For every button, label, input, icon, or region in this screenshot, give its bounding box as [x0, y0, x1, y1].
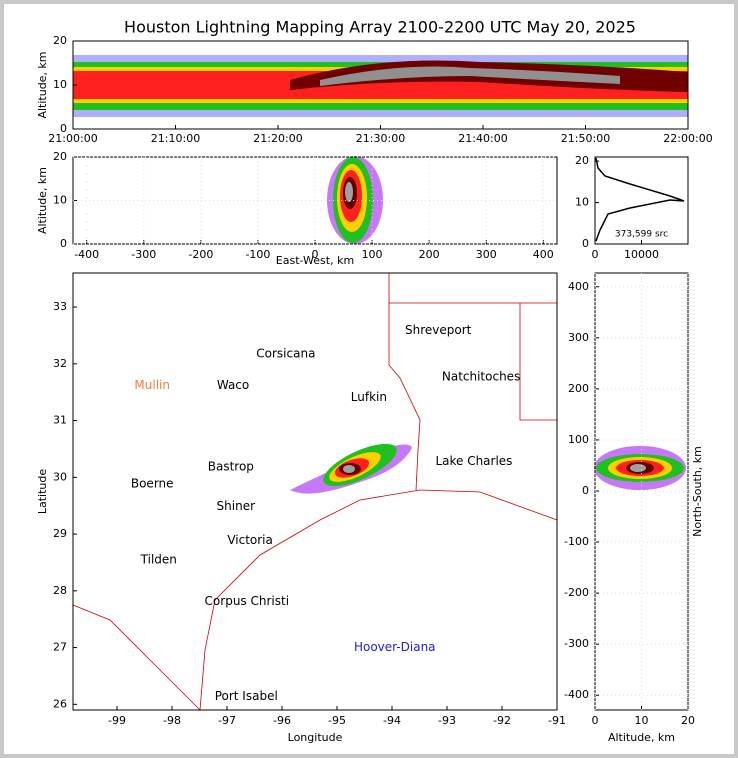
city-label: Victoria — [227, 533, 273, 547]
city-label: Mullin — [134, 378, 170, 392]
y-tick-label: 20 — [53, 34, 67, 47]
x-tick-label: 400 — [533, 248, 554, 261]
x-tick-label: 200 — [419, 248, 440, 261]
x-tick-label: -95 — [328, 714, 346, 727]
y-tick-label: -400 — [564, 688, 589, 701]
y-tick-label: 31 — [53, 414, 67, 427]
x-tick-label: -300 — [131, 248, 156, 261]
x-tick-label: -400 — [74, 248, 99, 261]
x-tick-label: 21:50:00 — [561, 132, 610, 145]
x-tick-label: 22:00:00 — [663, 132, 712, 145]
chart-title: Houston Lightning Mapping Array 2100-220… — [124, 18, 636, 37]
x-tick-label: -98 — [163, 714, 181, 727]
x-axis-label: East-West, km — [276, 254, 354, 267]
city-label: Tilden — [140, 553, 177, 567]
y-tick-label: 0 — [60, 237, 67, 250]
x-tick-label: 21:00:00 — [48, 132, 97, 145]
ew-density — [327, 156, 383, 244]
y-tick-label: 20 — [575, 154, 589, 167]
y-axis-label: North-South, km — [691, 446, 704, 537]
y-tick-label: 10 — [53, 78, 67, 91]
x-tick-label: 300 — [476, 248, 497, 261]
altitude-profile — [595, 157, 685, 242]
time-height-density — [73, 55, 688, 117]
city-label: Lufkin — [351, 390, 387, 404]
city-label: Corsicana — [256, 347, 315, 361]
y-tick-label: 0 — [582, 484, 589, 497]
x-tick-label: 20 — [681, 714, 695, 727]
x-tick-label: 21:20:00 — [253, 132, 302, 145]
city-label: Corpus Christi — [205, 594, 290, 608]
x-tick-label: -99 — [108, 714, 126, 727]
y-tick-label: 300 — [568, 331, 589, 344]
axes-frame — [72, 272, 558, 711]
y-tick-label: 32 — [53, 357, 67, 370]
y-tick-label: 0 — [582, 237, 589, 250]
x-tick-label: 10000 — [624, 248, 659, 261]
x-tick-label: 100 — [362, 248, 383, 261]
x-tick-label: -92 — [493, 714, 511, 727]
y-tick-label: 28 — [53, 584, 67, 597]
map-density — [290, 443, 412, 494]
y-tick-label: 29 — [53, 527, 67, 540]
y-tick-label: 20 — [53, 150, 67, 163]
city-label: Waco — [217, 378, 249, 392]
x-tick-label: 10 — [635, 714, 649, 727]
x-tick-label: 21:30:00 — [356, 132, 405, 145]
y-tick-label: 27 — [53, 641, 67, 654]
x-tick-label: -200 — [188, 248, 213, 261]
city-label: Port Isabel — [215, 689, 278, 703]
x-tick-label: 21:40:00 — [458, 132, 507, 145]
y-tick-label: 100 — [568, 433, 589, 446]
x-tick-label: 0 — [592, 714, 599, 727]
y-tick-label: 0 — [60, 122, 67, 135]
x-axis-label: Longitude — [288, 731, 343, 744]
ns-density — [594, 446, 686, 490]
city-label: Hoover-Diana — [354, 640, 436, 654]
y-tick-label: 30 — [53, 470, 67, 483]
y-tick-label: -200 — [564, 586, 589, 599]
x-tick-label: -100 — [245, 248, 270, 261]
x-tick-label: -94 — [383, 714, 401, 727]
y-tick-label: 10 — [53, 194, 67, 207]
x-tick-label: -96 — [273, 714, 291, 727]
city-label: Natchitoches — [442, 369, 520, 383]
annotation: 373,599 src — [615, 230, 668, 240]
y-tick-label: 10 — [575, 196, 589, 209]
city-label: Bastrop — [208, 460, 254, 474]
x-tick-label: 0 — [312, 248, 319, 261]
y-tick-label: -100 — [564, 535, 589, 548]
y-tick-label: 26 — [53, 697, 67, 710]
y-tick-label: 400 — [568, 280, 589, 293]
city-label: Boerne — [131, 477, 174, 491]
city-label: Shreveport — [405, 323, 472, 337]
city-label: Lake Charles — [435, 454, 512, 468]
x-tick-label: -97 — [218, 714, 236, 727]
x-axis-label: Altitude, km — [608, 731, 675, 744]
x-tick-label: -91 — [548, 714, 566, 727]
y-tick-label: 200 — [568, 382, 589, 395]
y-axis-label: Latitude — [36, 469, 49, 515]
x-tick-label: -93 — [438, 714, 456, 727]
y-tick-label: 33 — [53, 300, 67, 313]
y-tick-label: -300 — [564, 637, 589, 650]
city-label: Shiner — [217, 499, 256, 513]
x-tick-label: 0 — [592, 248, 599, 261]
x-tick-label: 21:10:00 — [151, 132, 200, 145]
map-base — [72, 273, 558, 711]
y-axis-label: Altitude, km — [36, 51, 49, 118]
y-axis-label: Altitude, km — [36, 167, 49, 234]
